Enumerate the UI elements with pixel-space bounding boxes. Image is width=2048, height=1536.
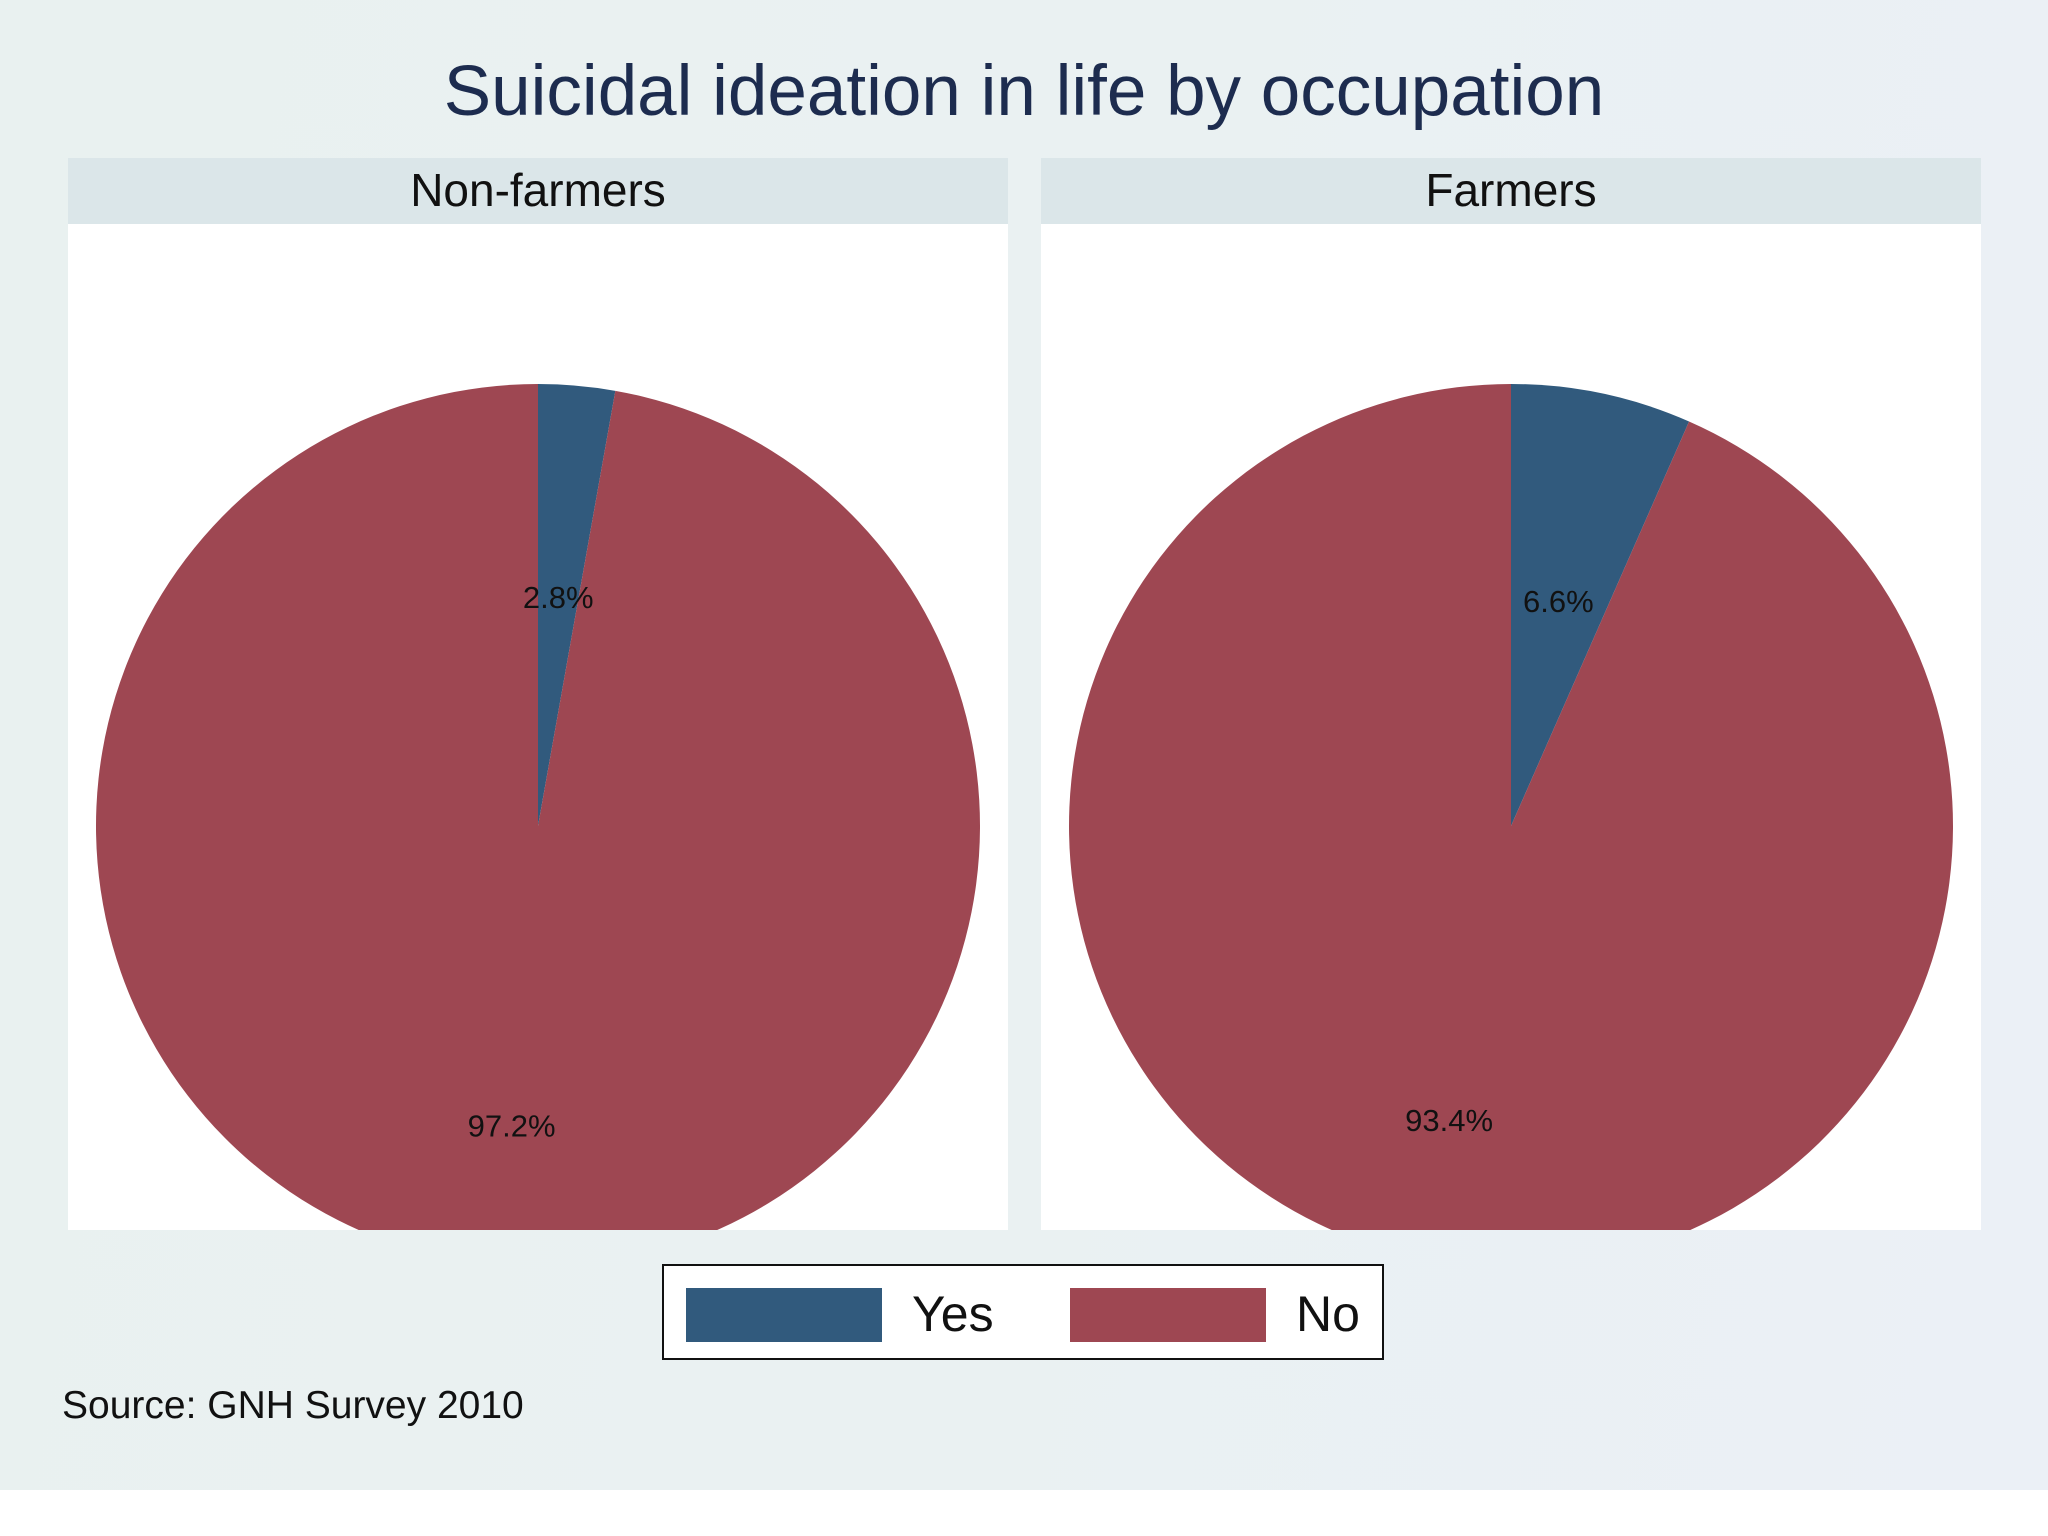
legend: Yes No	[662, 1264, 1384, 1360]
pie-slice-yes	[1511, 384, 1690, 826]
pie-chart-non-farmers: 2.8% 97.2%	[96, 384, 980, 1230]
legend-swatch-no	[1070, 1288, 1266, 1342]
pie-panel-non-farmers: Non-farmers 2.8% 97.2%	[68, 158, 1008, 1230]
chart-title: Suicidal ideation in life by occupation	[443, 52, 1605, 131]
source-note: Source: GNH Survey 2010	[62, 1384, 524, 1427]
pie-label-yes: 2.8%	[523, 580, 594, 615]
pie-chart-farmers: 6.6% 93.4%	[1069, 384, 1953, 1230]
panel-header-non-farmers: Non-farmers	[68, 158, 1008, 224]
legend-label-yes: Yes	[912, 1286, 994, 1342]
pie-label-yes: 6.6%	[1523, 584, 1594, 619]
pie-slice-no	[1069, 384, 1953, 1230]
legend-label-no: No	[1296, 1286, 1360, 1342]
pie-slice-yes	[538, 384, 616, 826]
pie-label-no: 93.4%	[1405, 1103, 1493, 1138]
legend-swatch-yes	[686, 1288, 882, 1342]
chart-figure: Suicidal ideation in life by occupation …	[0, 0, 2048, 1490]
pie-slice-no	[96, 384, 980, 1230]
panel-header-farmers: Farmers	[1041, 158, 1981, 224]
pie-label-no: 97.2%	[468, 1108, 556, 1143]
pie-panel-farmers: Farmers 6.6% 93.4%	[1041, 158, 1981, 1230]
